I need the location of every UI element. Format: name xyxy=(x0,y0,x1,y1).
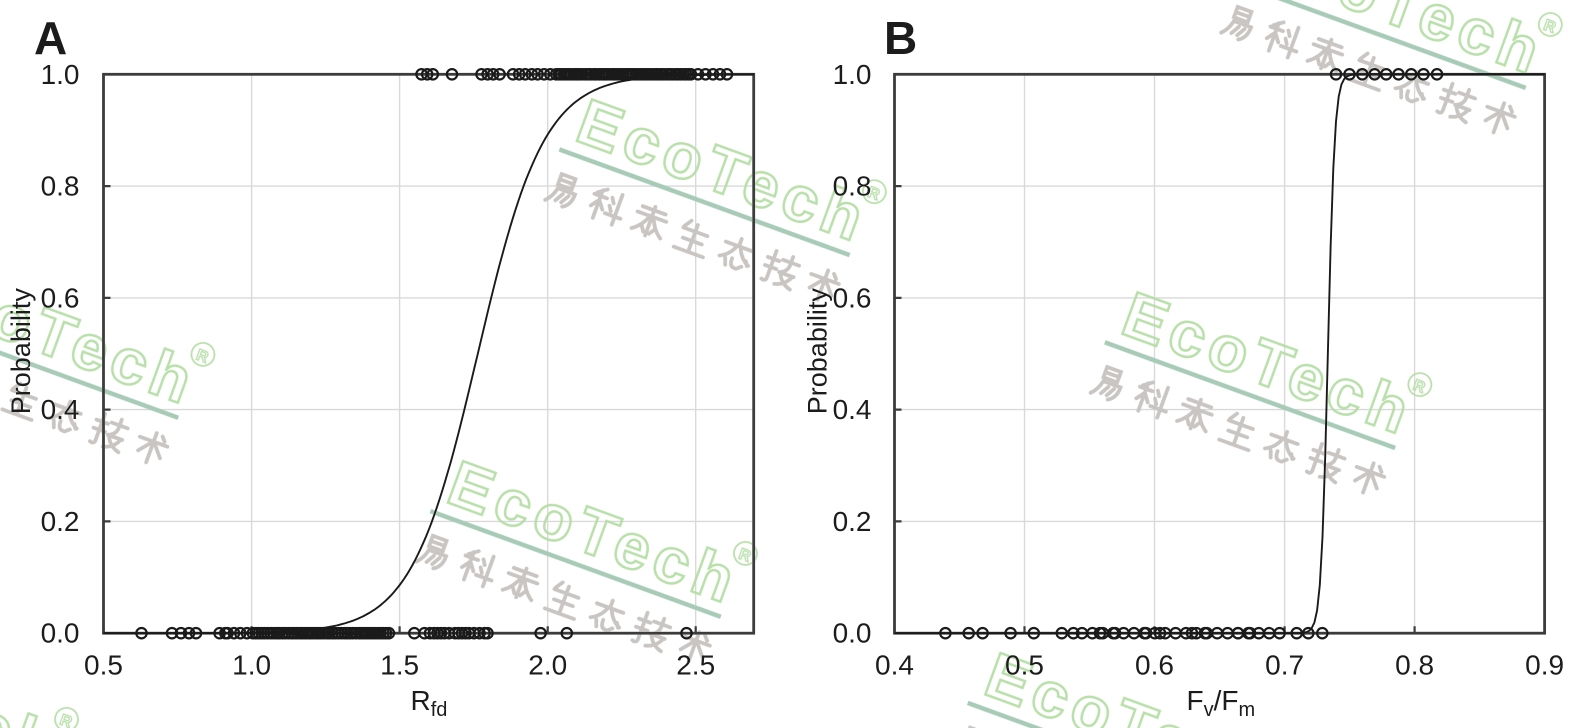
svg-text:1.0: 1.0 xyxy=(232,650,271,681)
svg-text:0.7: 0.7 xyxy=(1265,650,1304,681)
svg-text:1.5: 1.5 xyxy=(380,650,419,681)
svg-text:2.5: 2.5 xyxy=(676,650,715,681)
svg-text:0.2: 0.2 xyxy=(41,506,80,537)
svg-text:A: A xyxy=(34,12,67,64)
svg-text:R: R xyxy=(57,712,74,728)
svg-text:0.8: 0.8 xyxy=(41,171,80,202)
svg-text:0.6: 0.6 xyxy=(833,282,872,313)
svg-text:0.0: 0.0 xyxy=(41,618,80,649)
svg-text:Probability: Probability xyxy=(803,288,833,415)
svg-text:0.8: 0.8 xyxy=(1395,650,1434,681)
svg-text:0.5: 0.5 xyxy=(84,650,123,681)
svg-text:0.6: 0.6 xyxy=(41,282,80,313)
svg-text:2.0: 2.0 xyxy=(528,650,567,681)
svg-text:B: B xyxy=(884,12,917,64)
svg-text:0.2: 0.2 xyxy=(833,506,872,537)
svg-text:0.4: 0.4 xyxy=(875,650,914,681)
svg-text:0.4: 0.4 xyxy=(833,394,872,425)
svg-text:1.0: 1.0 xyxy=(833,59,872,90)
svg-text:0.9: 0.9 xyxy=(1525,650,1564,681)
svg-text:0.6: 0.6 xyxy=(1135,650,1174,681)
svg-text:0.0: 0.0 xyxy=(833,618,872,649)
svg-text:0.5: 0.5 xyxy=(1005,650,1044,681)
svg-text:1.0: 1.0 xyxy=(41,59,80,90)
